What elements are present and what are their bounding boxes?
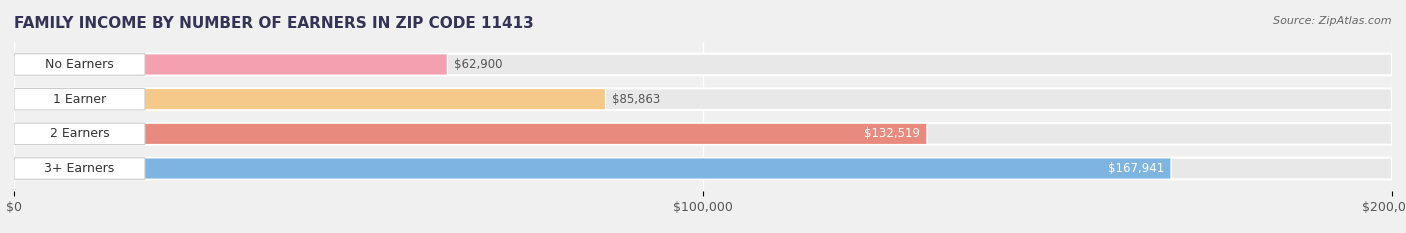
Text: $85,863: $85,863 <box>613 93 661 106</box>
FancyBboxPatch shape <box>14 88 606 110</box>
FancyBboxPatch shape <box>14 158 1392 179</box>
FancyBboxPatch shape <box>14 158 1171 179</box>
Text: Source: ZipAtlas.com: Source: ZipAtlas.com <box>1274 16 1392 26</box>
FancyBboxPatch shape <box>14 88 145 110</box>
Text: $167,941: $167,941 <box>1108 162 1164 175</box>
FancyBboxPatch shape <box>14 88 1392 110</box>
FancyBboxPatch shape <box>14 123 145 145</box>
FancyBboxPatch shape <box>14 123 1392 145</box>
Text: $132,519: $132,519 <box>865 127 920 140</box>
Text: 1 Earner: 1 Earner <box>53 93 105 106</box>
FancyBboxPatch shape <box>14 54 447 75</box>
Text: 3+ Earners: 3+ Earners <box>45 162 115 175</box>
Text: $62,900: $62,900 <box>454 58 503 71</box>
FancyBboxPatch shape <box>14 158 145 179</box>
FancyBboxPatch shape <box>14 123 927 145</box>
Text: No Earners: No Earners <box>45 58 114 71</box>
Text: 2 Earners: 2 Earners <box>49 127 110 140</box>
FancyBboxPatch shape <box>14 54 1392 75</box>
Text: FAMILY INCOME BY NUMBER OF EARNERS IN ZIP CODE 11413: FAMILY INCOME BY NUMBER OF EARNERS IN ZI… <box>14 16 534 31</box>
FancyBboxPatch shape <box>14 54 145 75</box>
